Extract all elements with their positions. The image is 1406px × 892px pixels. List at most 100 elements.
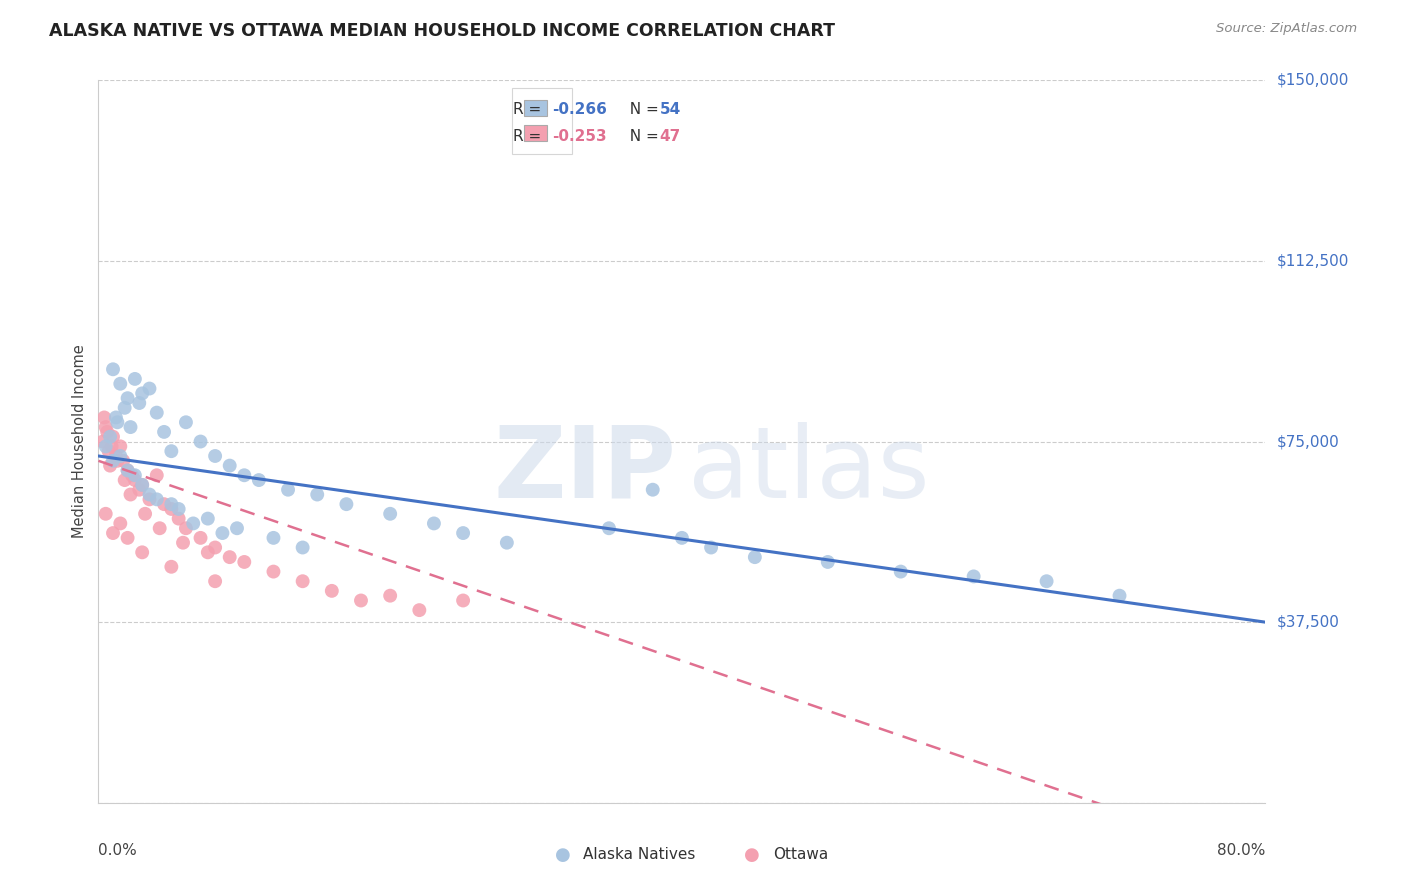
Point bbox=[117, 391, 139, 405]
Point bbox=[120, 420, 142, 434]
Point bbox=[146, 492, 169, 507]
Point bbox=[112, 454, 135, 468]
Text: 80.0%: 80.0% bbox=[1218, 843, 1265, 857]
Point bbox=[101, 526, 124, 541]
Point bbox=[96, 425, 118, 439]
Point bbox=[204, 449, 226, 463]
Text: $112,500: $112,500 bbox=[1277, 253, 1348, 268]
Point bbox=[160, 502, 183, 516]
Point bbox=[104, 410, 127, 425]
Point bbox=[291, 541, 314, 555]
Text: 54: 54 bbox=[659, 103, 681, 117]
Point bbox=[131, 386, 153, 401]
Text: N =: N = bbox=[620, 103, 664, 117]
Point bbox=[172, 535, 194, 549]
Point bbox=[97, 444, 120, 458]
Point bbox=[160, 559, 183, 574]
Point bbox=[496, 535, 519, 549]
Point bbox=[211, 526, 233, 541]
Point bbox=[138, 487, 160, 501]
Point bbox=[890, 565, 912, 579]
Point bbox=[104, 449, 127, 463]
Point bbox=[167, 511, 190, 525]
Point bbox=[93, 410, 115, 425]
Point bbox=[226, 521, 249, 535]
Point bbox=[114, 401, 136, 415]
Point bbox=[263, 531, 285, 545]
Point bbox=[423, 516, 446, 531]
Point bbox=[218, 550, 240, 565]
Point bbox=[128, 396, 150, 410]
Point bbox=[124, 473, 146, 487]
Point bbox=[110, 449, 132, 463]
Point bbox=[335, 497, 357, 511]
Text: Source: ZipAtlas.com: Source: ZipAtlas.com bbox=[1216, 22, 1357, 36]
Point bbox=[105, 454, 128, 468]
Point bbox=[204, 574, 226, 589]
Point bbox=[700, 541, 723, 555]
Text: ALASKA NATIVE VS OTTAWA MEDIAN HOUSEHOLD INCOME CORRELATION CHART: ALASKA NATIVE VS OTTAWA MEDIAN HOUSEHOLD… bbox=[49, 22, 835, 40]
Text: -0.266: -0.266 bbox=[553, 103, 607, 117]
Point bbox=[233, 468, 256, 483]
Point bbox=[101, 362, 124, 376]
Text: $75,000: $75,000 bbox=[1277, 434, 1340, 449]
Text: Alaska Natives: Alaska Natives bbox=[583, 847, 696, 862]
Point bbox=[124, 468, 146, 483]
Point bbox=[134, 507, 156, 521]
Point bbox=[114, 473, 136, 487]
Point bbox=[101, 454, 124, 468]
Point bbox=[307, 487, 329, 501]
Point bbox=[451, 593, 474, 607]
Point bbox=[146, 406, 169, 420]
Point bbox=[263, 565, 285, 579]
Point bbox=[380, 507, 402, 521]
Point bbox=[190, 434, 212, 449]
Point bbox=[197, 545, 219, 559]
Point bbox=[247, 473, 270, 487]
Point bbox=[98, 430, 121, 444]
Point bbox=[380, 589, 402, 603]
Point bbox=[110, 439, 132, 453]
Point bbox=[962, 569, 984, 583]
Point bbox=[110, 516, 132, 531]
Point bbox=[131, 478, 153, 492]
Point bbox=[101, 430, 124, 444]
Text: R =: R = bbox=[513, 103, 547, 117]
Text: ●: ● bbox=[554, 846, 571, 863]
Point bbox=[105, 415, 128, 429]
Text: $150,000: $150,000 bbox=[1277, 73, 1348, 87]
Point bbox=[291, 574, 314, 589]
Point bbox=[817, 555, 839, 569]
Point bbox=[94, 507, 117, 521]
Point bbox=[149, 521, 172, 535]
Text: Ottawa: Ottawa bbox=[773, 847, 828, 862]
Text: N =: N = bbox=[620, 129, 664, 144]
Point bbox=[100, 439, 122, 453]
Point bbox=[131, 478, 153, 492]
Point bbox=[94, 420, 117, 434]
Point bbox=[153, 497, 176, 511]
Y-axis label: Median Household Income: Median Household Income bbox=[72, 344, 87, 539]
Point bbox=[233, 555, 256, 569]
Point bbox=[321, 583, 343, 598]
Point bbox=[174, 521, 197, 535]
Point bbox=[181, 516, 204, 531]
Text: -0.253: -0.253 bbox=[553, 129, 607, 144]
Point bbox=[641, 483, 664, 497]
Point bbox=[117, 531, 139, 545]
Point bbox=[197, 511, 219, 525]
Point bbox=[350, 593, 373, 607]
Text: 0.0%: 0.0% bbox=[98, 843, 138, 857]
Point bbox=[117, 463, 139, 477]
Point bbox=[138, 492, 160, 507]
Point bbox=[1108, 589, 1130, 603]
Point bbox=[204, 541, 226, 555]
Point bbox=[94, 439, 117, 453]
Point bbox=[146, 468, 169, 483]
Point bbox=[120, 487, 142, 501]
Point bbox=[1035, 574, 1057, 589]
Text: ZIP: ZIP bbox=[494, 422, 676, 519]
Legend: , : , bbox=[512, 88, 572, 153]
Point bbox=[91, 434, 114, 449]
Point bbox=[128, 483, 150, 497]
